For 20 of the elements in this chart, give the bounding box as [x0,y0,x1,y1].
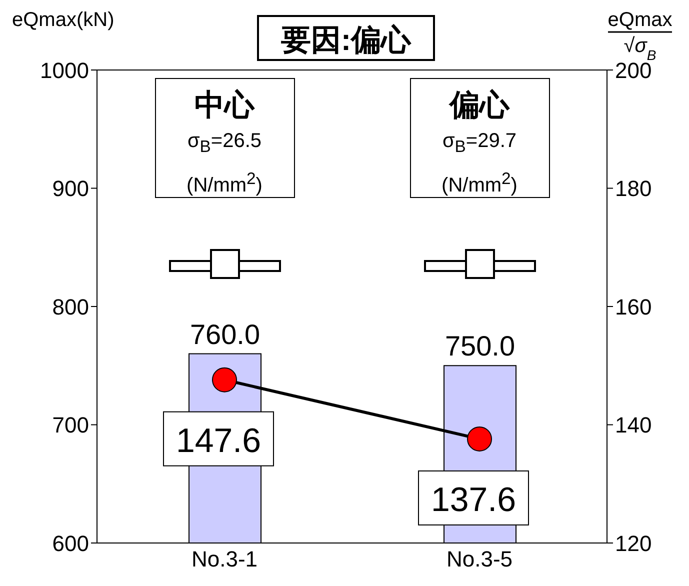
y2-tick-label: 180 [615,176,652,202]
data-label: 147.6 [176,422,262,460]
y-tick-label: 600 [52,530,89,556]
y2-tick-label: 120 [615,530,652,556]
x-tick-label: No.3-1 [191,546,258,572]
y2-axis-title: eQmax √σ$_{B}$ [608,9,672,63]
data-label: 750.0 [444,330,516,362]
y-axis-title: eQmax(kN) [12,9,114,31]
y-tick-label: 900 [52,176,89,202]
data-label: 760.0 [190,318,260,350]
x-tick-label: No.3-5 [446,546,513,572]
y2-tick-label: 160 [615,294,652,320]
y2-tick-label: 140 [615,412,652,438]
annotation: 中心 σ$_{B}$=26.5 (N/mm$^{2}$) [186,88,264,199]
y-tick-label: 800 [52,294,89,320]
data-label: 137.6 [430,480,516,519]
chart-title: 要因:偏心 [281,23,412,57]
annotation: 偏心 σ$_{B}$=29.7 (N/mm$^{2}$) [440,88,518,199]
y-tick-label: 1000 [40,58,89,83]
y-tick-label: 700 [52,412,89,438]
